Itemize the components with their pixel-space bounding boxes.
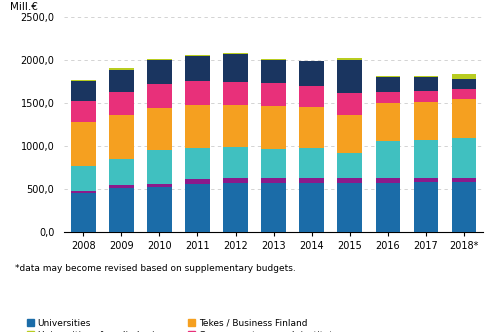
Bar <box>185 55 210 56</box>
Bar <box>185 184 210 232</box>
Bar <box>109 116 134 159</box>
Bar <box>261 106 286 149</box>
Bar <box>337 115 362 153</box>
Bar <box>223 147 248 178</box>
Bar <box>261 183 286 232</box>
Text: Mill.€: Mill.€ <box>10 2 37 12</box>
Bar <box>147 59 172 60</box>
Bar <box>109 92 134 116</box>
Legend: Universities, Universities of applied sciences, University Central Hospitals, Ac: Universities, Universities of applied sc… <box>27 319 343 332</box>
Bar <box>185 148 210 179</box>
Bar <box>185 81 210 105</box>
Bar <box>185 56 210 81</box>
Bar <box>223 178 248 183</box>
Bar <box>261 149 286 178</box>
Bar <box>376 77 400 92</box>
Bar <box>223 54 248 82</box>
Bar <box>261 84 286 106</box>
Bar <box>452 74 476 79</box>
Bar <box>223 105 248 147</box>
Bar <box>223 82 248 105</box>
Bar <box>376 92 400 103</box>
Bar <box>376 103 400 141</box>
Bar <box>185 179 210 184</box>
Bar <box>71 191 96 193</box>
Bar <box>261 178 286 183</box>
Bar <box>414 182 438 232</box>
Bar <box>299 61 324 86</box>
Bar <box>71 166 96 191</box>
Bar <box>299 148 324 178</box>
Bar <box>452 100 476 138</box>
Bar <box>414 140 438 178</box>
Bar <box>414 102 438 140</box>
Bar <box>147 150 172 184</box>
Bar <box>337 93 362 115</box>
Bar <box>414 91 438 102</box>
Bar <box>71 193 96 232</box>
Bar <box>337 183 362 232</box>
Bar <box>452 138 476 178</box>
Bar <box>223 53 248 54</box>
Bar <box>299 107 324 148</box>
Bar <box>109 70 134 92</box>
Bar <box>147 187 172 232</box>
Bar <box>299 86 324 107</box>
Bar <box>109 159 134 185</box>
Bar <box>299 178 324 183</box>
Bar <box>452 178 476 182</box>
Bar <box>147 60 172 84</box>
Bar <box>109 185 134 188</box>
Bar <box>452 79 476 89</box>
Bar <box>337 58 362 60</box>
Bar <box>261 59 286 60</box>
Bar <box>376 76 400 77</box>
Bar <box>109 68 134 70</box>
Bar <box>337 178 362 183</box>
Bar <box>109 188 134 232</box>
Text: *data may become revised based on supplementary budgets.: *data may become revised based on supple… <box>15 264 295 273</box>
Bar <box>261 60 286 84</box>
Bar <box>414 77 438 91</box>
Bar <box>71 123 96 166</box>
Bar <box>71 101 96 123</box>
Bar <box>452 182 476 232</box>
Bar <box>71 80 96 81</box>
Bar <box>376 183 400 232</box>
Bar <box>452 89 476 100</box>
Bar <box>414 178 438 182</box>
Bar <box>185 105 210 148</box>
Bar <box>337 153 362 178</box>
Bar <box>147 84 172 108</box>
Bar <box>147 108 172 150</box>
Bar <box>414 76 438 77</box>
Bar <box>71 81 96 101</box>
Bar <box>376 141 400 178</box>
Bar <box>299 183 324 232</box>
Bar <box>223 183 248 232</box>
Bar <box>337 60 362 93</box>
Bar <box>376 178 400 183</box>
Bar <box>147 184 172 187</box>
